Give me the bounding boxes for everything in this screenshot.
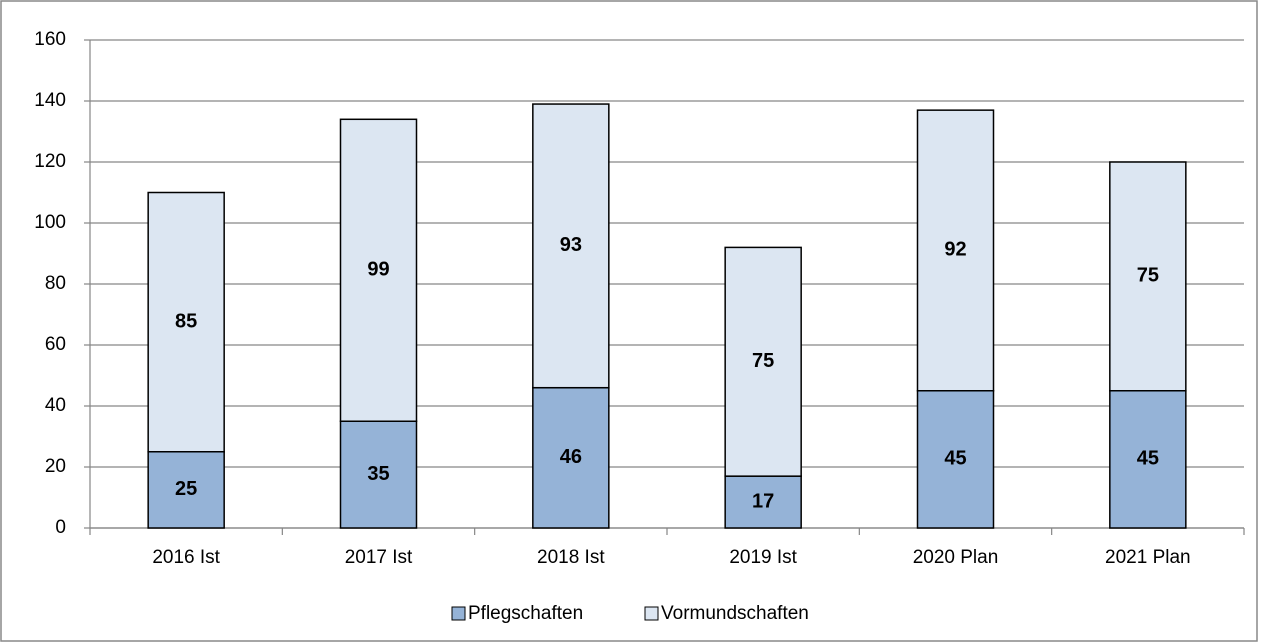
data-label: 46: [560, 446, 582, 468]
data-label: 93: [560, 234, 582, 256]
y-tick-label: 20: [45, 456, 66, 477]
legend-swatch: [451, 606, 466, 621]
y-tick-label: 40: [45, 395, 66, 416]
bar-segment: [724, 475, 802, 529]
data-label: 99: [367, 259, 389, 281]
bar-segment: [1109, 161, 1187, 392]
data-label: 25: [175, 478, 197, 500]
legend-label: Pflegschaften: [468, 603, 583, 624]
data-label: 45: [1137, 448, 1159, 470]
x-tick-label: 2021 Plan: [1105, 547, 1191, 568]
bar-segment: [724, 246, 802, 477]
bar-segment: [1109, 390, 1187, 529]
x-tick-label: 2017 Ist: [345, 547, 413, 568]
y-tick-label: 160: [34, 29, 66, 50]
y-tick-label: 120: [34, 151, 66, 172]
x-tick-label: 2016 Ist: [152, 547, 220, 568]
bar-segment: [532, 103, 610, 389]
y-tick-label: 80: [45, 273, 66, 294]
bar-segment: [916, 109, 995, 392]
legend-swatch: [644, 606, 659, 621]
data-label: 85: [175, 310, 197, 332]
bar-segment: [147, 451, 225, 529]
y-tick-label: 140: [34, 90, 66, 111]
bar-segment: [339, 118, 418, 423]
data-label: 75: [752, 350, 774, 372]
data-label: 35: [367, 463, 389, 485]
bar-segment: [339, 420, 418, 529]
x-tick-label: 2018 Ist: [537, 547, 605, 568]
data-label: 45: [944, 448, 966, 470]
bar-segment: [916, 390, 995, 529]
data-label: 17: [752, 490, 774, 512]
x-tick-label: 2020 Plan: [913, 547, 999, 568]
x-tick-label: 2019 Ist: [729, 547, 797, 568]
data-label: 75: [1137, 265, 1159, 287]
y-tick-label: 60: [45, 334, 66, 355]
y-tick-label: 0: [55, 517, 66, 538]
legend-label: Vormundschaften: [661, 603, 809, 624]
bar-segment: [147, 191, 225, 453]
data-label: 92: [944, 239, 966, 261]
bar-segment: [532, 386, 610, 529]
y-tick-label: 100: [34, 212, 66, 233]
